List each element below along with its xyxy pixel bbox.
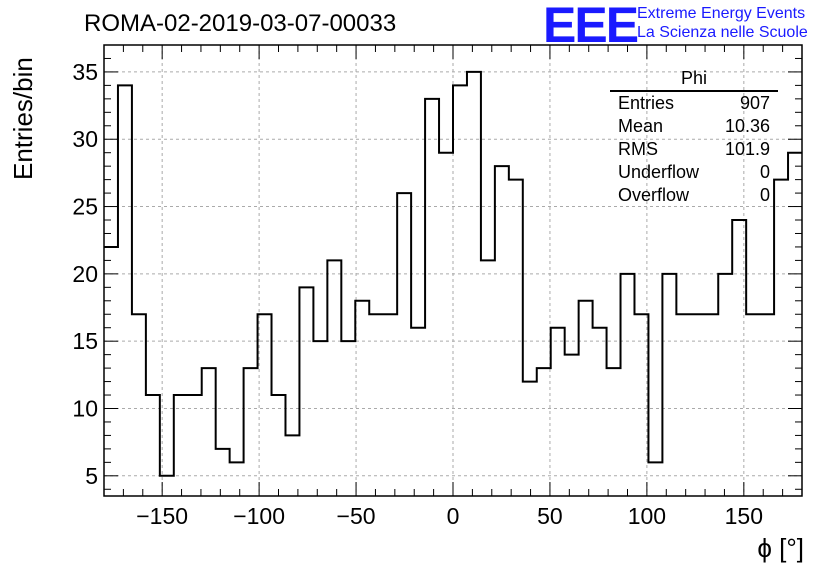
plot-frame	[103, 44, 803, 497]
y-tick-label: 15	[72, 328, 98, 354]
stats-value: 101.9	[724, 139, 770, 159]
x-tick-label: 150	[725, 503, 763, 529]
stats-value: 907	[739, 93, 770, 113]
y-tick-label: 30	[72, 126, 98, 152]
stats-value: 0	[759, 162, 770, 182]
stats-row-mean: Mean 10.36	[610, 116, 778, 139]
y-tick-label: 35	[72, 59, 98, 85]
stats-value: 0	[759, 185, 770, 205]
stats-label: Entries	[618, 93, 675, 113]
x-tick-label: 0	[447, 503, 460, 529]
logo-caption-line2: La Scienza nelle Scuole	[637, 24, 808, 41]
stats-row-rms: RMS 101.9	[610, 139, 778, 162]
stats-title: Phi	[610, 68, 778, 92]
x-axis-label: ϕ [°]	[757, 533, 804, 563]
stats-label: Overflow	[618, 185, 690, 205]
stats-value: 10.36	[724, 116, 770, 136]
eee-logo: EEE	[543, 0, 639, 53]
stats-row-overflow: Overflow 0	[610, 185, 778, 208]
stats-label: RMS	[618, 139, 658, 159]
histogram-line	[104, 70, 802, 477]
y-axis-label: Entries/bin	[8, 57, 38, 180]
y-tick-label: 20	[72, 261, 98, 287]
stats-row-entries: Entries 907	[610, 93, 778, 116]
stats-box: Phi Entries 907 Mean 10.36 RMS 101.9 Und…	[610, 68, 778, 208]
x-tick-label: −150	[136, 503, 188, 529]
stats-row-underflow: Underflow 0	[610, 162, 778, 185]
x-tick-label: −50	[337, 503, 376, 529]
logo-caption: Extreme Energy Events La Scienza nelle S…	[637, 4, 808, 42]
y-tick-label: 5	[85, 463, 98, 489]
y-tick-label: 25	[72, 194, 98, 220]
logo-caption-line1: Extreme Energy Events	[637, 5, 806, 22]
stats-label: Mean	[618, 116, 664, 136]
y-tick-label: 10	[72, 395, 98, 421]
x-tick-label: −100	[233, 503, 285, 529]
chart-title: ROMA-02-2019-03-07-00033	[84, 10, 397, 37]
x-tick-label: 100	[628, 503, 666, 529]
x-tick-label: 50	[537, 503, 563, 529]
stats-label: Underflow	[618, 162, 700, 182]
